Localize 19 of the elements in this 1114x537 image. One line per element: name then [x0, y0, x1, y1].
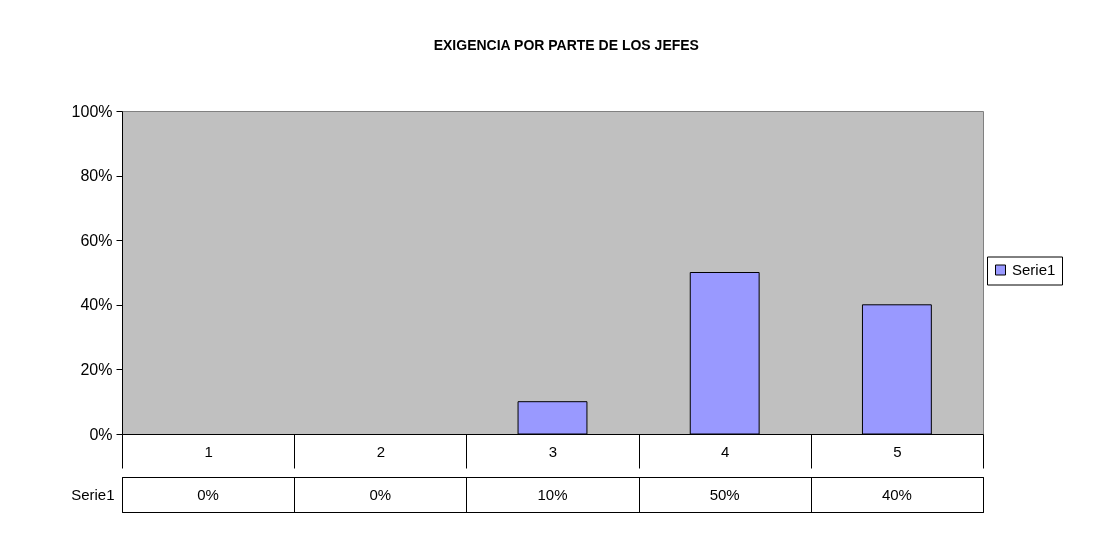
- data-label: 40%: [881, 485, 912, 503]
- text: Serie1: [71, 486, 115, 503]
- data-label: 0%: [197, 485, 219, 503]
- y-tick-label: 20%: [80, 360, 113, 378]
- x-tick-label: 1: [204, 442, 213, 460]
- x-tick-label: 3: [548, 442, 558, 460]
- data-label: 50%: [709, 485, 740, 503]
- x-tick-label: 2: [376, 442, 385, 460]
- y-tick-label: 0%: [89, 425, 113, 443]
- y-tick-label: 60%: [80, 231, 113, 249]
- y-tick-label: 80%: [80, 167, 113, 185]
- legend-label: Serie1: [1012, 261, 1056, 278]
- chart-title: EXIGENCIA POR PARTE DE LOS JEFES: [433, 36, 699, 53]
- data-label: 10%: [537, 485, 568, 503]
- y-tick-label: 40%: [80, 296, 113, 314]
- data-label: 0%: [369, 485, 392, 503]
- y-tick-label: 100%: [71, 102, 113, 120]
- x-tick-label: 4: [721, 442, 730, 460]
- x-tick-label: 5: [893, 442, 902, 460]
